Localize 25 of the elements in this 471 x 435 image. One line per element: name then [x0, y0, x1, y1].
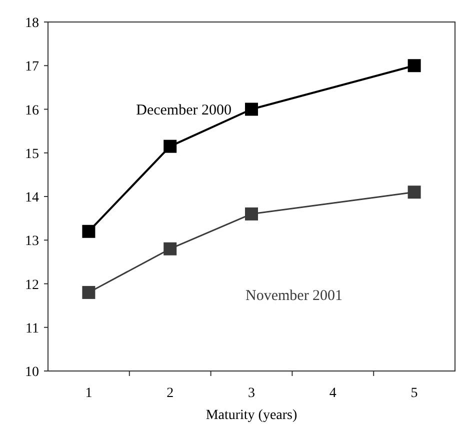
- point: [82, 224, 96, 238]
- x-tick-label: 4: [329, 386, 336, 401]
- y-tick-label: 15: [25, 146, 39, 162]
- x-tick-label: 2: [166, 386, 174, 401]
- y-tick-label: 13: [25, 234, 39, 250]
- y-tick-label: 11: [26, 321, 39, 336]
- point: [245, 102, 258, 116]
- text: November 2001: [246, 288, 343, 304]
- point: [408, 59, 421, 72]
- y-tick-label: 12: [25, 278, 39, 293]
- point: [164, 242, 177, 256]
- y-tick-label: 10: [25, 365, 39, 380]
- x-tick-label: 5: [410, 386, 418, 401]
- point: [408, 186, 421, 199]
- x-tick-label: 3: [248, 386, 255, 401]
- y-tick-label: 16: [25, 103, 39, 118]
- y-tick-label: 17: [25, 60, 39, 75]
- point: [245, 207, 258, 220]
- x-tick-label: 1: [85, 386, 92, 401]
- y-tick-label: 18: [25, 16, 39, 31]
- x-axis-title: Maturity (years): [206, 408, 298, 423]
- point: [82, 286, 96, 299]
- point: [164, 140, 177, 153]
- series-label: December 2000: [136, 102, 232, 118]
- y-tick-label: 14: [25, 190, 39, 206]
